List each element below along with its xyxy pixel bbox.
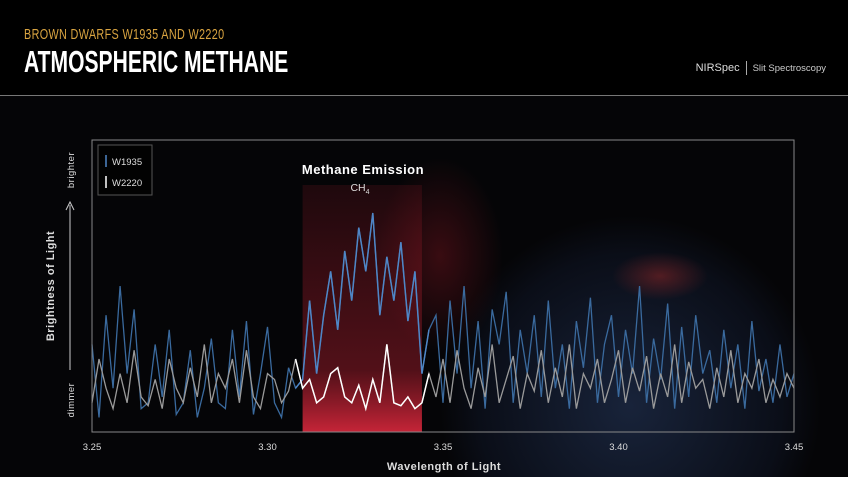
- subtitle: BROWN DWARFS W1935 AND W2220: [24, 26, 225, 43]
- legend: W1935 W2220: [97, 144, 153, 196]
- arrow-up-icon: [65, 200, 75, 211]
- annotation-title: Methane Emission: [302, 162, 424, 177]
- x-tick-label: 3.30: [258, 442, 277, 453]
- series-line-w1935: [91, 212, 795, 420]
- x-tick-label: 3.40: [609, 442, 628, 453]
- page-title: ATMOSPHERIC METHANE: [24, 44, 289, 79]
- header-rule: [0, 95, 848, 96]
- plot-frame: [91, 139, 795, 433]
- instrument-mode: Slit Spectroscopy: [752, 62, 826, 74]
- series-highlight-w2220: [294, 344, 430, 412]
- y-bottom-label: dimmer: [66, 383, 77, 418]
- legend-label-w1935: W1935: [112, 157, 142, 168]
- instrument-name: NIRSpec: [695, 62, 740, 74]
- x-tick-label: 3.35: [434, 442, 453, 453]
- methane-band: [302, 185, 422, 432]
- x-axis-label: Wavelength of Light: [387, 461, 501, 473]
- header: BROWN DWARFS W1935 AND W2220 ATMOSPHERIC…: [0, 0, 848, 95]
- series-highlight-w1935: [294, 212, 430, 389]
- annotation-formula: CH4: [350, 182, 369, 196]
- divider: [745, 61, 747, 75]
- legend-box: [97, 144, 153, 196]
- legend-label-w2220: W2220: [112, 178, 142, 189]
- y-axis-label: Brightness of Light: [45, 231, 57, 341]
- series-line-w2220: [91, 344, 795, 412]
- y-arrow: [65, 200, 75, 370]
- instrument-info: NIRSpec Slit Spectroscopy: [696, 61, 826, 75]
- y-top-label: brighter: [66, 152, 77, 188]
- x-tick-label: 3.25: [83, 442, 102, 453]
- x-tick-label: 3.45: [785, 442, 804, 453]
